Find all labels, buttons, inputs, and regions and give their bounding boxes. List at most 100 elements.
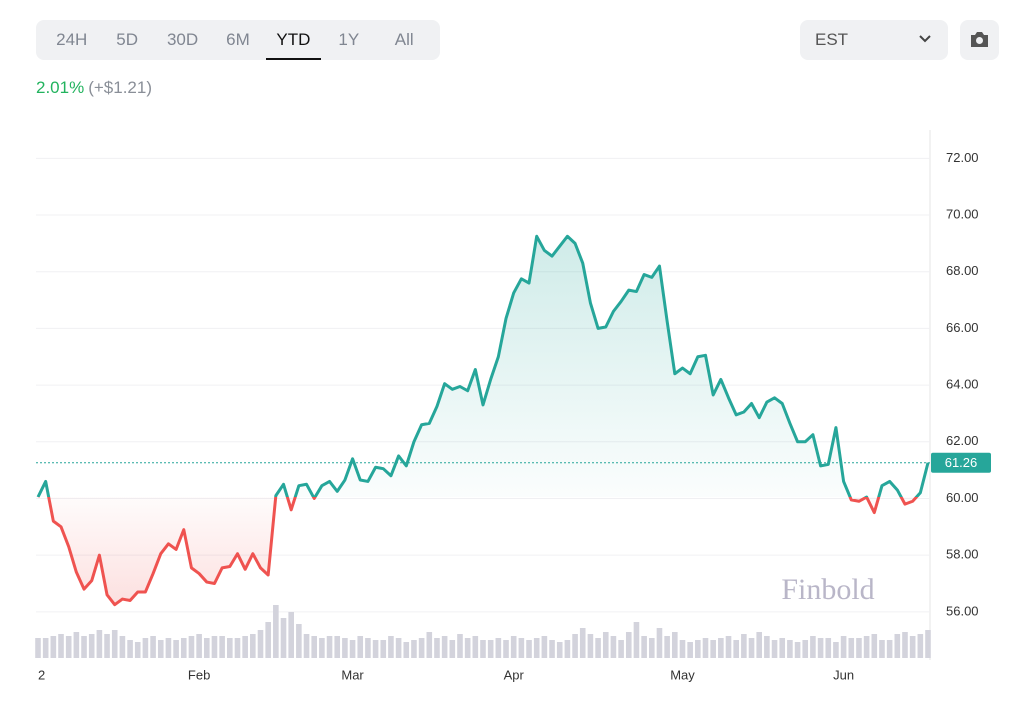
volume-bar [564,640,571,658]
volume-bar [848,638,855,658]
y-tick-label: 66.00 [946,320,979,335]
volume-bar [319,638,325,658]
volume-bar [810,636,816,658]
volume-bar [104,634,110,658]
volume-bar [871,634,878,658]
x-tick-label: 2 [38,667,45,682]
volume-bar [380,640,387,658]
volume-bar [96,630,103,658]
volume-bar [687,642,693,658]
volume-bar [395,638,402,658]
price-tag [931,452,991,473]
volume-bar [917,634,924,658]
volume-bar [165,638,172,658]
volume-bar [879,640,885,658]
volume-bar [242,636,248,658]
x-tick-label: Mar [341,667,364,682]
volume-bar [288,612,294,658]
x-tick-label: Feb [188,667,210,682]
volume-bar [388,636,394,658]
volume-bar [457,634,463,658]
camera-icon [971,32,988,47]
volume-bar [495,638,502,658]
y-tick-label: 62.00 [946,433,979,448]
volume-bar [718,638,724,658]
volume-bar [672,632,678,658]
volume-bar [73,632,80,658]
volume-bar [633,622,640,658]
volume-bar [227,638,233,658]
range-tab[interactable]: YTD [265,20,322,60]
x-tick-label: Jun [833,667,854,682]
volume-bar [58,634,64,658]
range-tab[interactable]: 6M [226,30,250,49]
volume-bar [641,636,647,658]
volume-bar [311,636,318,658]
volume-bar [695,640,701,658]
volume-bar [572,634,578,658]
price-tag-label: 61.26 [945,455,978,470]
volume-bar [81,636,87,658]
volume-bar [372,640,379,658]
y-tick-label: 58.00 [946,547,979,562]
volume-bar [188,636,195,658]
volume-bar [587,634,594,658]
volume-bar [257,630,264,658]
volume-bar [411,640,417,658]
volume-bar [65,636,72,658]
range-tab[interactable]: 30D [166,30,199,49]
volume-bar [150,636,156,658]
timezone-label: EST [815,30,849,49]
range-tab[interactable]: 24H [56,30,88,49]
volume-bar [833,642,839,658]
volume-bar [173,640,179,658]
volume-bar [787,640,793,658]
x-tick-label: May [670,667,695,682]
volume-bar [142,638,149,658]
range-tab[interactable]: All [394,30,414,49]
volume-bar [610,636,617,658]
volume-bar [802,640,809,658]
volume-bar [618,640,624,658]
volume-bar [748,638,755,658]
volume-bar [710,640,716,658]
volume-bar [741,634,747,658]
volume-bar [909,636,916,658]
volume-bar [50,636,57,658]
volume-bar [88,634,95,658]
volume-bar [480,640,486,658]
volume-bar [234,638,241,658]
volume-bar [518,638,525,658]
volume-bar [357,636,364,658]
volume-bar [894,634,901,658]
volume-bar [157,640,164,658]
volume-bar [472,636,479,658]
volume-bar [756,632,763,658]
volume-bar [541,636,548,658]
volume-bar [441,636,448,658]
volume-bar [533,638,540,658]
volume-bar [817,638,824,658]
y-tick-label: 72.00 [946,150,979,165]
y-tick-label: 70.00 [946,206,979,221]
volume-bar [902,632,908,658]
volume-bar [265,622,271,658]
volume-bar [764,636,770,658]
volume-bar [280,618,287,658]
range-tab[interactable]: 5D [116,30,138,49]
volume-bar [111,630,118,658]
timezone-select[interactable]: EST [800,20,948,60]
y-tick-label: 68.00 [946,263,979,278]
range-tab[interactable]: 1Y [338,30,360,49]
volume-bar [794,642,801,658]
volume-bar [180,638,187,658]
x-tick-label: Apr [504,667,525,682]
screenshot-button[interactable] [960,20,999,60]
volume-bar [503,640,509,658]
volume-bar [733,640,739,658]
volume-bar [595,638,601,658]
price-line [36,234,930,607]
volume-bar [886,640,893,658]
